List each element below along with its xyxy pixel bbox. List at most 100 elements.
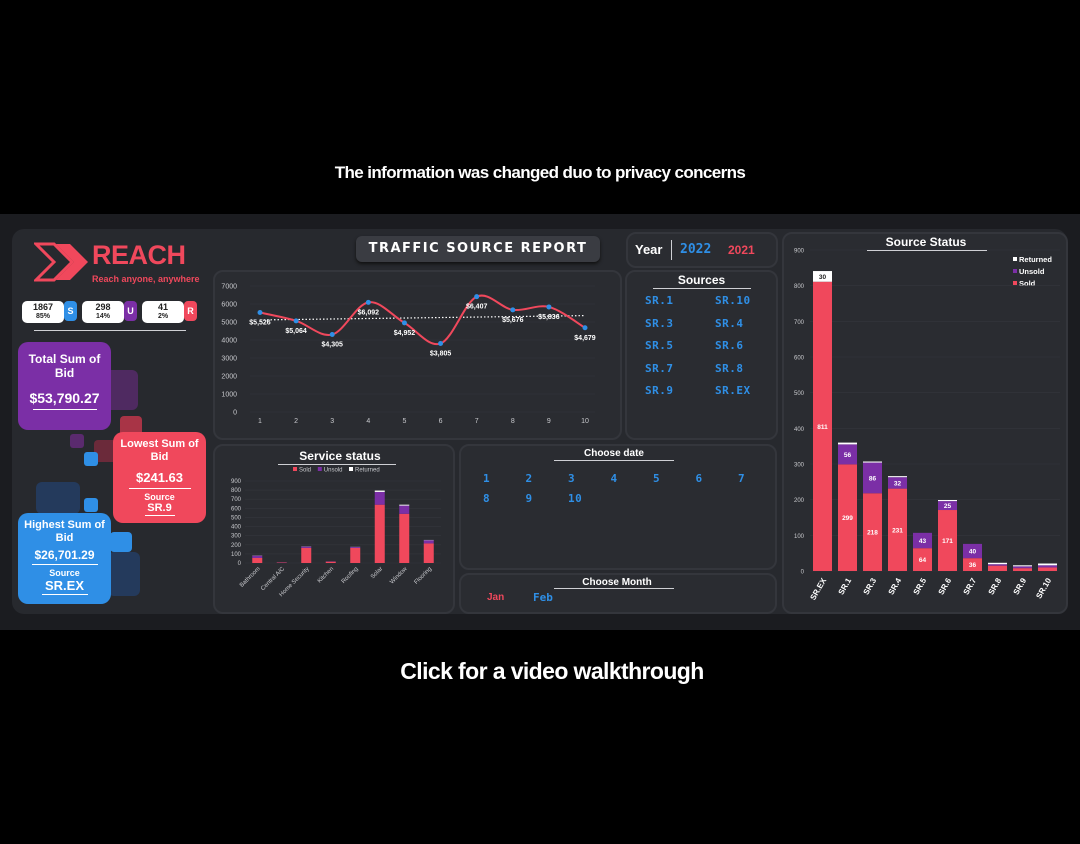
month-option-feb[interactable]: Feb bbox=[533, 591, 553, 604]
x-tick-label: SR.5 bbox=[912, 576, 929, 596]
y-tick-label: 200 bbox=[794, 498, 805, 504]
bar-unsold bbox=[374, 491, 385, 505]
year-option-2021[interactable]: 2021 bbox=[728, 243, 755, 257]
highest-bid-label: Highest Sum of Bid bbox=[24, 519, 105, 544]
lowest-bid-underline bbox=[128, 488, 191, 489]
x-tick-label: Roofing bbox=[341, 566, 360, 585]
report-title: TRAFFIC SOURCE REPORT bbox=[356, 236, 600, 262]
x-tick-label: 4 bbox=[366, 418, 370, 425]
y-tick-label: 600 bbox=[231, 506, 242, 512]
data-label: $6,092 bbox=[358, 309, 380, 316]
x-tick-label: 9 bbox=[547, 418, 551, 425]
x-tick-label: 2 bbox=[294, 418, 298, 425]
bar-sold bbox=[1013, 568, 1032, 571]
source-option-sr5[interactable]: SR.5 bbox=[645, 339, 674, 352]
source-option-sr10[interactable]: SR.10 bbox=[715, 294, 751, 307]
date-option-2[interactable]: 2 bbox=[525, 472, 533, 485]
bar-returned bbox=[374, 490, 385, 492]
data-label: 40 bbox=[969, 549, 977, 556]
bar-sold bbox=[1038, 567, 1057, 571]
x-tick-label: 7 bbox=[475, 418, 479, 425]
lowest-bid-source-underline bbox=[144, 515, 175, 516]
decor-square bbox=[36, 482, 80, 514]
chevron-logo-icon bbox=[32, 242, 88, 282]
data-label: $5,526 bbox=[249, 320, 271, 327]
date-option-1[interactable]: 1 bbox=[483, 472, 491, 485]
legend-swatch bbox=[293, 467, 297, 471]
source-option-srex[interactable]: SR.EX bbox=[715, 384, 751, 397]
month-option-jan[interactable]: Jan bbox=[487, 592, 505, 603]
data-label: 299 bbox=[842, 515, 853, 522]
bar-returned bbox=[838, 442, 857, 445]
kpi-returned-tag: R bbox=[184, 301, 197, 321]
y-tick-label: 700 bbox=[231, 497, 242, 503]
source-option-sr1[interactable]: SR.1 bbox=[645, 294, 674, 307]
date-option-5[interactable]: 5 bbox=[653, 472, 661, 485]
date-option-7[interactable]: 7 bbox=[738, 472, 746, 485]
source-option-sr4[interactable]: SR.4 bbox=[715, 316, 744, 330]
y-tick-label: 800 bbox=[794, 284, 805, 290]
x-tick-label: 10 bbox=[581, 418, 589, 425]
legend-swatch bbox=[1013, 269, 1017, 273]
x-tick-label: 8 bbox=[511, 418, 515, 425]
y-tick-label: 500 bbox=[794, 391, 805, 397]
data-point bbox=[474, 294, 480, 300]
video-walkthrough-link[interactable]: Click for a video walkthrough bbox=[400, 658, 704, 684]
date-option-4[interactable]: 4 bbox=[610, 472, 618, 485]
sources-title-underline bbox=[653, 288, 751, 289]
source-option-sr9[interactable]: SR.9 bbox=[645, 384, 674, 397]
date-option-6[interactable]: 6 bbox=[695, 472, 703, 485]
data-point bbox=[510, 307, 516, 313]
revenue-line-chart: 0 1000 2000 3000 4000 5000 6000 7000 1 2 3 4 5 6 7 8 9 10… bbox=[221, 284, 596, 426]
bar-sold bbox=[988, 565, 1007, 571]
kpi-unsold-value: 298 bbox=[95, 302, 111, 312]
lowest-bid-label: Lowest Sum of Bid bbox=[120, 438, 199, 463]
year-option-2022[interactable]: 2022 bbox=[680, 242, 712, 257]
source-status-underline bbox=[867, 250, 987, 251]
date-option-8[interactable]: 8 bbox=[483, 492, 491, 505]
brand-tagline: Reach anyone, anywhere bbox=[92, 274, 200, 284]
y-tick-label: 300 bbox=[231, 534, 242, 540]
bar-unsold bbox=[1038, 565, 1057, 568]
bar-unsold bbox=[963, 543, 982, 559]
data-point bbox=[546, 304, 552, 310]
source-option-sr3[interactable]: SR.3 bbox=[645, 316, 674, 330]
service-status-panel: Service status Sold Unsold Returned 0 100 200… bbox=[213, 444, 455, 614]
bar-sold bbox=[423, 543, 434, 563]
source-option-sr7[interactable]: SR.7 bbox=[645, 361, 674, 375]
y-tick-label: 2000 bbox=[221, 374, 237, 381]
data-label: 30 bbox=[819, 274, 827, 281]
date-option-3[interactable]: 3 bbox=[568, 472, 576, 485]
legend-swatch bbox=[1013, 257, 1017, 261]
y-tick-label: 200 bbox=[231, 543, 242, 549]
bar-returned bbox=[399, 504, 410, 506]
bar-sold bbox=[963, 558, 982, 571]
choose-month-underline bbox=[554, 588, 674, 589]
source-option-sr6[interactable]: SR.6 bbox=[715, 339, 744, 352]
bar-returned bbox=[813, 271, 832, 282]
sources-panel: Sources SR.1 SR.10 SR.3 SR.4 SR.5 SR.6 SR.7 SR.… bbox=[625, 270, 778, 440]
source-option-sr8[interactable]: SR.8 bbox=[715, 361, 744, 375]
x-tick-label: Flooring bbox=[414, 566, 434, 586]
data-label: 811 bbox=[817, 424, 828, 431]
brand-name: REACH bbox=[92, 240, 186, 270]
y-tick-label: 0 bbox=[801, 570, 805, 576]
choose-month-title: Choose Month bbox=[582, 577, 652, 588]
highest-bid-source-underline bbox=[41, 594, 88, 595]
data-label: $4,679 bbox=[574, 335, 596, 342]
x-tick-label: SR.1 bbox=[837, 576, 854, 596]
bar-returned bbox=[888, 476, 907, 478]
bar-sold bbox=[252, 557, 263, 563]
date-option-10[interactable]: 10 bbox=[568, 492, 583, 505]
total-bid-label: Total Sum of Bid bbox=[28, 352, 101, 380]
bar-sold bbox=[399, 513, 410, 563]
year-label: Year bbox=[635, 242, 663, 257]
data-point bbox=[438, 341, 444, 347]
bar-unsold bbox=[988, 564, 1007, 566]
kpi-sold-value: 1867 bbox=[32, 302, 54, 312]
decor-square bbox=[84, 498, 98, 512]
y-tick-label: 7000 bbox=[221, 284, 237, 291]
choose-date-underline bbox=[554, 460, 674, 461]
date-option-9[interactable]: 9 bbox=[525, 492, 533, 505]
x-tick-label: 1 bbox=[258, 418, 262, 425]
